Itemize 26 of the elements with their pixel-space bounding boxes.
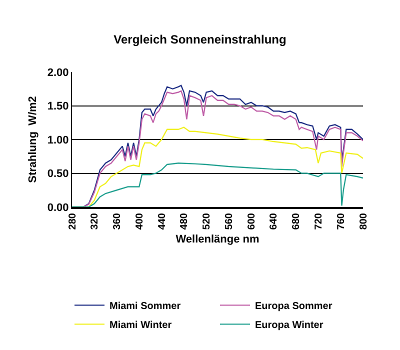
x-axis-title: Wellenlänge nm (176, 233, 260, 246)
legend-label: Miami Sommer (110, 301, 181, 312)
x-tick-label: 600 (246, 212, 258, 230)
y-tick-label: 1.50 (47, 100, 69, 113)
x-tick-label: 320 (90, 212, 101, 230)
y-tick-label: 0.00 (47, 202, 69, 214)
y-tick-label: 0.50 (47, 168, 69, 180)
x-tick-label: 520 (202, 212, 213, 230)
y-tick-label: 1.00 (47, 134, 69, 146)
x-tick-label: 720 (313, 212, 324, 230)
legend-label: Europa Winter (255, 320, 324, 332)
y-tick-label: 2.00 (47, 66, 69, 79)
x-tick-label: 480 (179, 212, 190, 230)
x-tick-label: 440 (156, 212, 168, 230)
legend-label: Miami Winter (110, 320, 172, 332)
chart-title: Vergleich Sonneneinstrahlung (114, 32, 286, 46)
x-tick-label: 640 (268, 212, 280, 230)
x-tick-label: 560 (224, 212, 235, 230)
y-axis-title: Strahlung W/m2 (27, 96, 40, 183)
x-tick-label: 760 (336, 212, 347, 230)
x-tick-label: 400 (134, 212, 146, 230)
x-tick-label: 280 (67, 212, 78, 230)
legend-label: Europa Sommer (255, 301, 332, 312)
x-tick-label: 360 (112, 212, 124, 230)
x-tick-label: 680 (291, 212, 302, 230)
x-tick-label: 800 (358, 212, 370, 230)
